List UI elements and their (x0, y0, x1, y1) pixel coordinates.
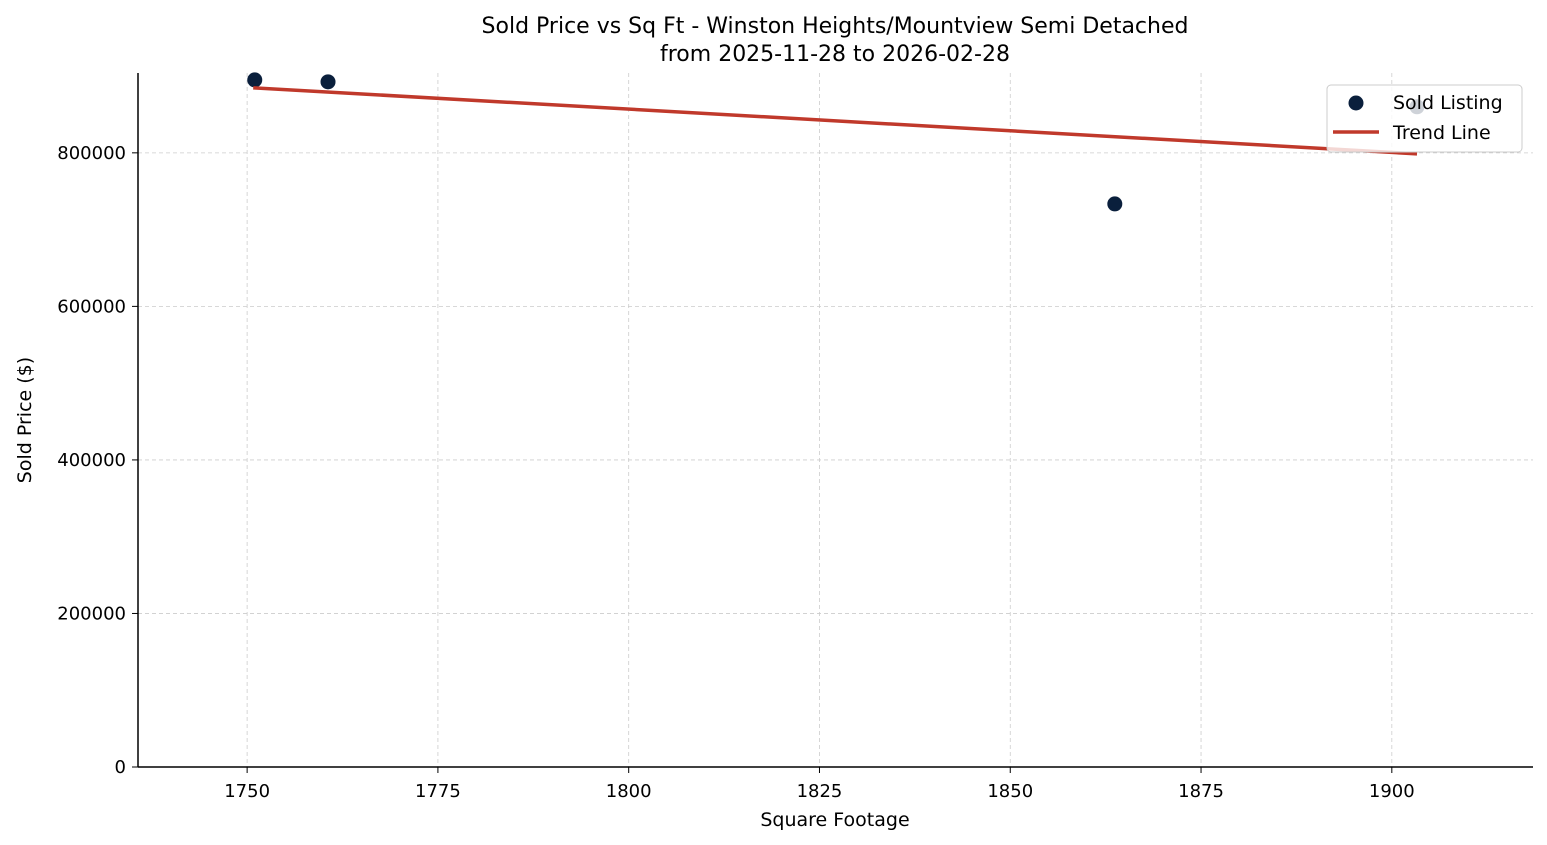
chart-title: Sold Price vs Sq Ft - Winston Heights/Mo… (482, 14, 1189, 39)
data-point (320, 74, 336, 90)
legend-marker-sold-listing (1348, 95, 1364, 111)
x-tick-label: 1750 (224, 781, 270, 802)
data-point (247, 72, 263, 88)
x-tick-label: 1900 (1369, 781, 1415, 802)
trend-line (253, 86, 1418, 156)
legend-label-trend-line: Trend Line (1392, 122, 1491, 144)
y-tick-label: 200000 (57, 603, 126, 624)
y-tick-label: 800000 (57, 143, 126, 164)
y-tick-label: 0 (115, 757, 126, 778)
x-tick-label: 1800 (606, 781, 652, 802)
legend-box (1326, 84, 1523, 153)
x-axis-label: Square Footage (760, 809, 909, 831)
legend-label-sold-listing: Sold Listing (1393, 92, 1503, 114)
legend: Sold Listing Trend Line (1326, 84, 1523, 153)
y-axis-label: Sold Price ($) (14, 357, 36, 483)
x-tick-label: 1825 (797, 781, 843, 802)
chart-subtitle: from 2025-11-28 to 2026-02-28 (660, 42, 1010, 67)
data-point (1107, 196, 1123, 212)
y-tick-label: 600000 (57, 296, 126, 317)
x-tick-label: 1875 (1178, 781, 1224, 802)
x-tick-label: 1775 (415, 781, 461, 802)
y-tick-label: 400000 (57, 450, 126, 471)
x-tick-label: 1850 (987, 781, 1033, 802)
